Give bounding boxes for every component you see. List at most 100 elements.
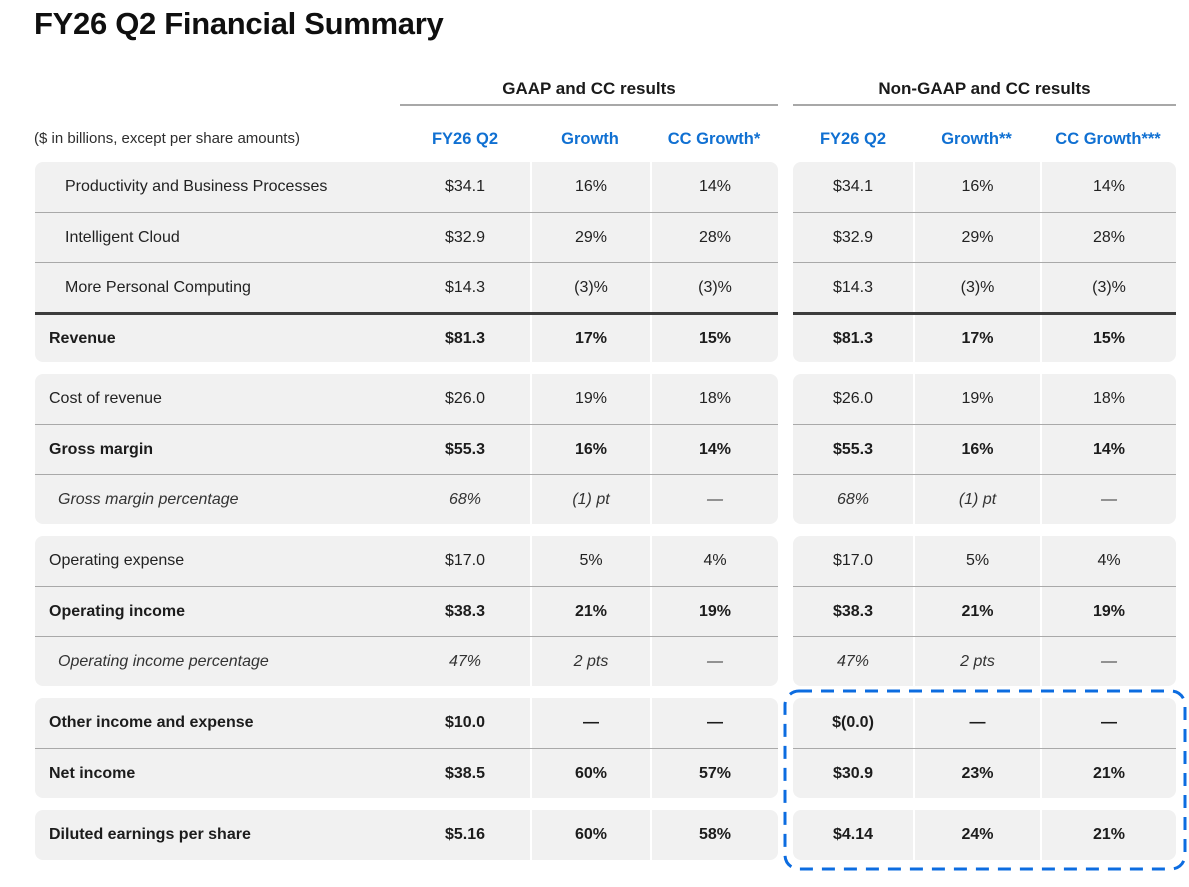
table-row: Productivity and Business Processes $34.… [35,162,778,212]
row-label: Productivity and Business Processes [65,178,328,195]
cell-value: 21% [1040,810,1176,860]
cell-value: 19% [650,587,778,636]
cell-value: $26.0 [832,390,874,407]
highlight-box-border [783,689,1187,871]
table-row: $32.9 29% 28% [793,212,1176,262]
column-header-gaap-growth: Growth [561,130,619,148]
cell-value: $32.9 [832,228,874,246]
cell-value: 60% [530,810,650,860]
group-header-gaap: GAAP and CC results [502,79,676,98]
cell-value: $30.9 [832,764,874,782]
row-label: More Personal Computing [65,278,251,296]
table-row: Operating expense $17.0 5% 4% [35,536,778,586]
row-label: Net income [49,764,136,782]
table-band: Cost of revenue $26.0 19% 18% Gross marg… [35,374,1176,524]
group-underline-non-gaap [793,104,1176,106]
table-row: $38.3 21% 19% [793,586,1176,636]
table-row: $17.0 5% 4% [793,536,1176,586]
cell-value: 28% [650,213,778,262]
row-label: Operating income percentage [58,652,269,670]
cell-value: — [650,475,778,524]
table-row: $34.1 16% 14% [793,162,1176,212]
cell-value: 18% [650,374,778,424]
cell-value: 15% [1040,315,1176,362]
table-row: $4.14 24% 21% [793,810,1176,860]
table-row: $55.3 16% 14% [793,424,1176,474]
cell-value: 24% [913,810,1040,860]
table-row: Intelligent Cloud $32.9 29% 28% [35,212,778,262]
column-header-nongaap-growth: Growth** [941,130,1012,148]
table-row: 68% (1) pt — [793,474,1176,524]
cell-value: 4% [1040,536,1176,586]
cell-value: 14% [1040,162,1176,212]
cell-value: $(0.0) [832,714,874,731]
cell-value: 14% [650,162,778,212]
cell-value: 47% [836,652,870,670]
gaap-table-block: Productivity and Business Processes $34.… [35,162,778,362]
table-band: Other income and expense $10.0 — — Net i… [35,698,1176,798]
cell-value: 16% [530,425,650,474]
row-label: Operating expense [49,552,185,569]
cell-value: 5% [913,536,1040,586]
group-header-non-gaap: Non-GAAP and CC results [878,79,1091,98]
cell-value: 14% [650,425,778,474]
column-header-nongaap-fy26q2: FY26 Q2 [819,130,887,148]
table-row: $(0.0) — — [793,698,1176,748]
row-label: Diluted earnings per share [49,826,251,843]
cell-value: — [1040,698,1176,748]
cell-value: (1) pt [530,475,650,524]
cell-value: $34.1 [832,178,874,195]
cell-value: $26.0 [444,390,486,407]
table-row: Other income and expense $10.0 — — [35,698,778,748]
cell-value: 2 pts [530,637,650,686]
table-row: 47% 2 pts — [793,636,1176,686]
column-header-nongaap-cc-growth: CC Growth*** [1055,130,1161,148]
cell-value: 4% [650,536,778,586]
table-row: Operating income percentage 47% 2 pts — [35,636,778,686]
cell-value: $4.14 [832,826,874,843]
cell-value: — [1040,475,1176,524]
row-label: Other income and expense [49,714,254,731]
cell-value: 29% [530,213,650,262]
cell-value: — [650,637,778,686]
table-row: $14.3 (3)% (3)% [793,262,1176,312]
non-gaap-table-block: $(0.0) — — $30.9 23% 21% [793,698,1176,798]
table-row: Operating income $38.3 21% 19% [35,586,778,636]
cell-value: — [913,698,1040,748]
table-row: Revenue $81.3 17% 15% [35,312,778,362]
cell-value: $34.1 [444,178,486,195]
cell-value: 5% [530,536,650,586]
highlight-box [783,689,1187,871]
cell-value: 17% [530,315,650,362]
cell-value: 58% [650,810,778,860]
column-header-gaap-fy26q2: FY26 Q2 [431,130,499,148]
cell-value: 68% [836,490,870,508]
non-gaap-table-block: $26.0 19% 18% $55.3 16% 14% 68% (1) pt — [793,374,1176,524]
cell-value: (3)% [1040,263,1176,312]
cell-value: $55.3 [832,440,874,458]
table-band: Operating expense $17.0 5% 4% Operating … [35,536,1176,686]
cell-value: $14.3 [444,278,486,296]
cell-value: 21% [530,587,650,636]
cell-value: (3)% [530,263,650,312]
cell-value: (1) pt [913,475,1040,524]
page-title: FY26 Q2 Financial Summary [34,6,444,41]
cell-value: 16% [913,162,1040,212]
cell-value: 68% [448,490,482,508]
cell-value: 29% [913,213,1040,262]
units-note: ($ in billions, except per share amounts… [34,130,300,147]
cell-value: $81.3 [832,329,874,347]
non-gaap-table-block: $17.0 5% 4% $38.3 21% 19% 47% 2 pts — [793,536,1176,686]
cell-value: 19% [530,374,650,424]
cell-value: — [530,698,650,748]
table-row: $81.3 17% 15% [793,312,1176,362]
cell-value: (3)% [913,263,1040,312]
cell-value: 21% [913,587,1040,636]
cell-value: $81.3 [444,329,486,347]
cell-value: $32.9 [444,228,486,246]
cell-value: 16% [913,425,1040,474]
cell-value: 19% [913,374,1040,424]
row-label: Gross margin percentage [58,490,239,508]
row-label: Operating income [49,602,186,620]
